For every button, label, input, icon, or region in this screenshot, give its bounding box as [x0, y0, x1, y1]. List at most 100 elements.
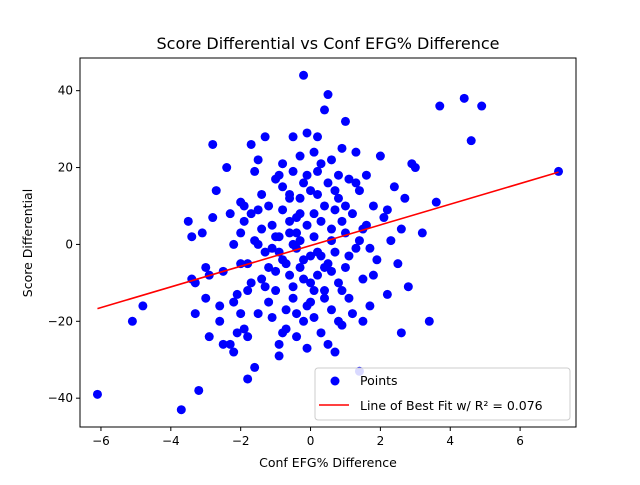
data-point — [375, 151, 385, 161]
data-point — [288, 166, 298, 176]
data-point — [271, 286, 281, 296]
data-point — [313, 247, 323, 257]
data-point — [208, 139, 218, 149]
data-point — [257, 224, 267, 234]
data-point — [403, 282, 413, 292]
data-point — [313, 189, 323, 199]
y-tick-label: 20 — [58, 161, 73, 175]
data-point — [229, 239, 239, 249]
data-point — [396, 328, 406, 338]
data-point — [361, 220, 371, 230]
data-point — [393, 259, 403, 269]
data-point — [194, 385, 204, 395]
data-point — [340, 116, 350, 126]
data-point — [267, 312, 277, 322]
data-point — [218, 339, 228, 349]
data-point — [278, 182, 288, 192]
data-point — [250, 236, 260, 246]
data-point — [330, 247, 340, 257]
data-point — [264, 201, 274, 211]
data-point — [295, 193, 305, 203]
data-point — [250, 166, 260, 176]
data-point — [400, 193, 410, 203]
data-point — [358, 274, 368, 284]
x-tick-label: 2 — [377, 434, 385, 448]
data-point — [330, 186, 340, 196]
data-point — [201, 293, 211, 303]
data-point — [320, 105, 330, 115]
x-axis: −6 −4 −2 0 2 4 6 — [92, 427, 524, 448]
data-point — [382, 205, 392, 215]
data-point — [239, 201, 249, 211]
data-point — [288, 282, 298, 292]
data-point — [201, 262, 211, 272]
data-point — [306, 186, 316, 196]
x-tick-label: 0 — [307, 434, 315, 448]
data-point — [351, 243, 361, 253]
data-point — [246, 139, 256, 149]
data-point — [466, 136, 476, 146]
data-point — [295, 262, 305, 272]
data-point — [253, 309, 263, 319]
data-point — [337, 216, 347, 226]
data-point — [299, 255, 309, 265]
data-point — [337, 143, 347, 153]
data-point — [424, 316, 434, 326]
data-point — [358, 316, 368, 326]
data-point — [368, 201, 378, 211]
data-point — [320, 201, 330, 211]
data-point — [344, 251, 354, 261]
data-point — [309, 286, 319, 296]
data-point — [285, 228, 295, 238]
data-point — [285, 270, 295, 280]
data-point — [208, 213, 218, 223]
data-point — [330, 347, 340, 357]
legend-marker-points — [330, 376, 340, 386]
data-point — [333, 316, 343, 326]
data-point — [302, 220, 312, 230]
data-point — [344, 293, 354, 303]
data-point — [264, 297, 274, 307]
data-point — [323, 178, 333, 188]
data-point — [222, 163, 232, 173]
data-point — [274, 339, 284, 349]
data-point — [299, 316, 309, 326]
x-tick-label: −6 — [92, 434, 110, 448]
data-point — [138, 301, 148, 311]
data-point — [190, 309, 200, 319]
data-point — [232, 289, 242, 299]
data-point — [365, 243, 375, 253]
data-point — [299, 178, 309, 188]
data-point — [92, 389, 102, 399]
data-point — [197, 228, 207, 238]
data-point — [292, 228, 302, 238]
data-point — [271, 232, 281, 242]
data-point — [187, 232, 197, 242]
x-tick-label: 6 — [516, 434, 524, 448]
data-point — [243, 374, 253, 384]
x-tick-label: 4 — [446, 434, 454, 448]
data-point — [267, 220, 277, 230]
data-point — [229, 297, 239, 307]
data-point — [302, 170, 312, 180]
data-point — [253, 155, 263, 165]
data-point — [309, 312, 319, 322]
data-point — [347, 209, 357, 219]
fit-line-group — [97, 171, 559, 310]
data-point — [302, 343, 312, 353]
data-point — [396, 224, 406, 234]
data-point — [267, 243, 277, 253]
data-point — [323, 90, 333, 100]
data-point — [333, 193, 343, 203]
data-point — [236, 228, 246, 238]
data-point — [260, 247, 270, 257]
data-point — [340, 201, 350, 211]
data-point — [333, 278, 343, 288]
data-point — [382, 289, 392, 299]
data-point — [285, 193, 295, 203]
data-point — [344, 174, 354, 184]
data-point — [176, 405, 186, 415]
data-point — [236, 309, 246, 319]
data-point — [354, 186, 364, 196]
